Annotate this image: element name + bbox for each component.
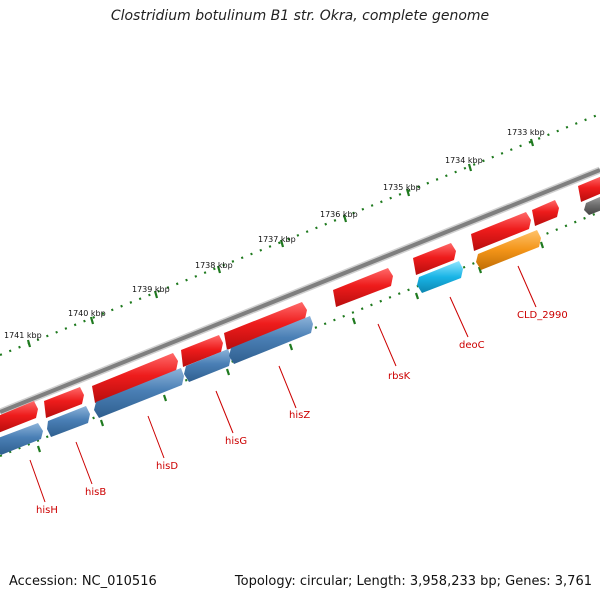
gene-arrow-forward[interactable] [0,401,38,433]
scale-label-1734: 1734 kbp [445,156,483,165]
gene-arrow-forward[interactable] [181,335,223,367]
scale-label-1736: 1736 kbp [320,210,358,219]
gene-arrow-hisZ[interactable] [229,316,313,364]
genome-summary-text: Topology: circular; Length: 3,958,233 bp… [234,574,592,589]
gene-arrow-CLD_2990[interactable] [476,230,541,270]
map-title: Clostridium botulinum B1 str. Okra, comp… [110,8,490,24]
scale-labels: 1741 kbp 1740 kbp 1739 kbp 1738 kbp 1737… [4,128,545,340]
gene-label-hisZ[interactable]: hisZ [289,410,310,421]
gene-arrow-forward[interactable] [532,200,559,226]
scale-label-1735: 1735 kbp [383,183,421,192]
outer-major-ticks [26,138,535,348]
reverse-strand-genes [0,196,600,455]
accession-text: Accession: NC_010516 [9,574,157,589]
gene-arrow-forward[interactable] [578,176,600,202]
scale-label-1733: 1733 kbp [507,128,545,137]
scale-label-1739: 1739 kbp [132,285,170,294]
gene-arrow-forward[interactable] [413,243,456,275]
gene-labels: hisH hisB hisD hisG hisZ rbsK deoC CLD_2… [36,310,568,516]
gene-arrow-hisH[interactable] [0,423,43,455]
gene-label-hisD[interactable]: hisD [156,461,178,472]
gene-arrow-forward[interactable] [44,387,84,418]
gene-label-hisB[interactable]: hisB [85,487,106,498]
scale-label-1741: 1741 kbp [4,331,42,340]
gene-arrow-hisG[interactable] [184,349,231,382]
gene-arrow-pseudo[interactable] [584,196,600,215]
gene-arrow-hisB[interactable] [47,406,90,437]
gene-arrow-forward[interactable] [92,353,178,403]
forward-strand-genes [0,176,600,433]
scale-label-1738: 1738 kbp [195,261,233,270]
gene-arrow-deoC[interactable] [417,261,463,293]
scale-label-1737: 1737 kbp [258,235,296,244]
gene-arrow-forward[interactable] [471,212,531,251]
gene-label-rbsK[interactable]: rbsK [388,371,411,382]
backbone-line [0,166,600,416]
gene-label-leaders [29,265,537,503]
gene-arrow-rbsK[interactable] [333,268,393,307]
gene-arrow-forward[interactable] [224,302,307,350]
gene-label-hisH[interactable]: hisH [36,505,58,516]
gene-label-hisG[interactable]: hisG [225,436,247,447]
gene-arrow-hisD[interactable] [94,368,184,418]
inner-major-ticks [36,241,545,453]
gene-label-deoC[interactable]: deoC [459,340,485,351]
scale-label-1740: 1740 kbp [68,309,106,318]
gene-label-CLD_2990[interactable]: CLD_2990 [517,310,568,321]
